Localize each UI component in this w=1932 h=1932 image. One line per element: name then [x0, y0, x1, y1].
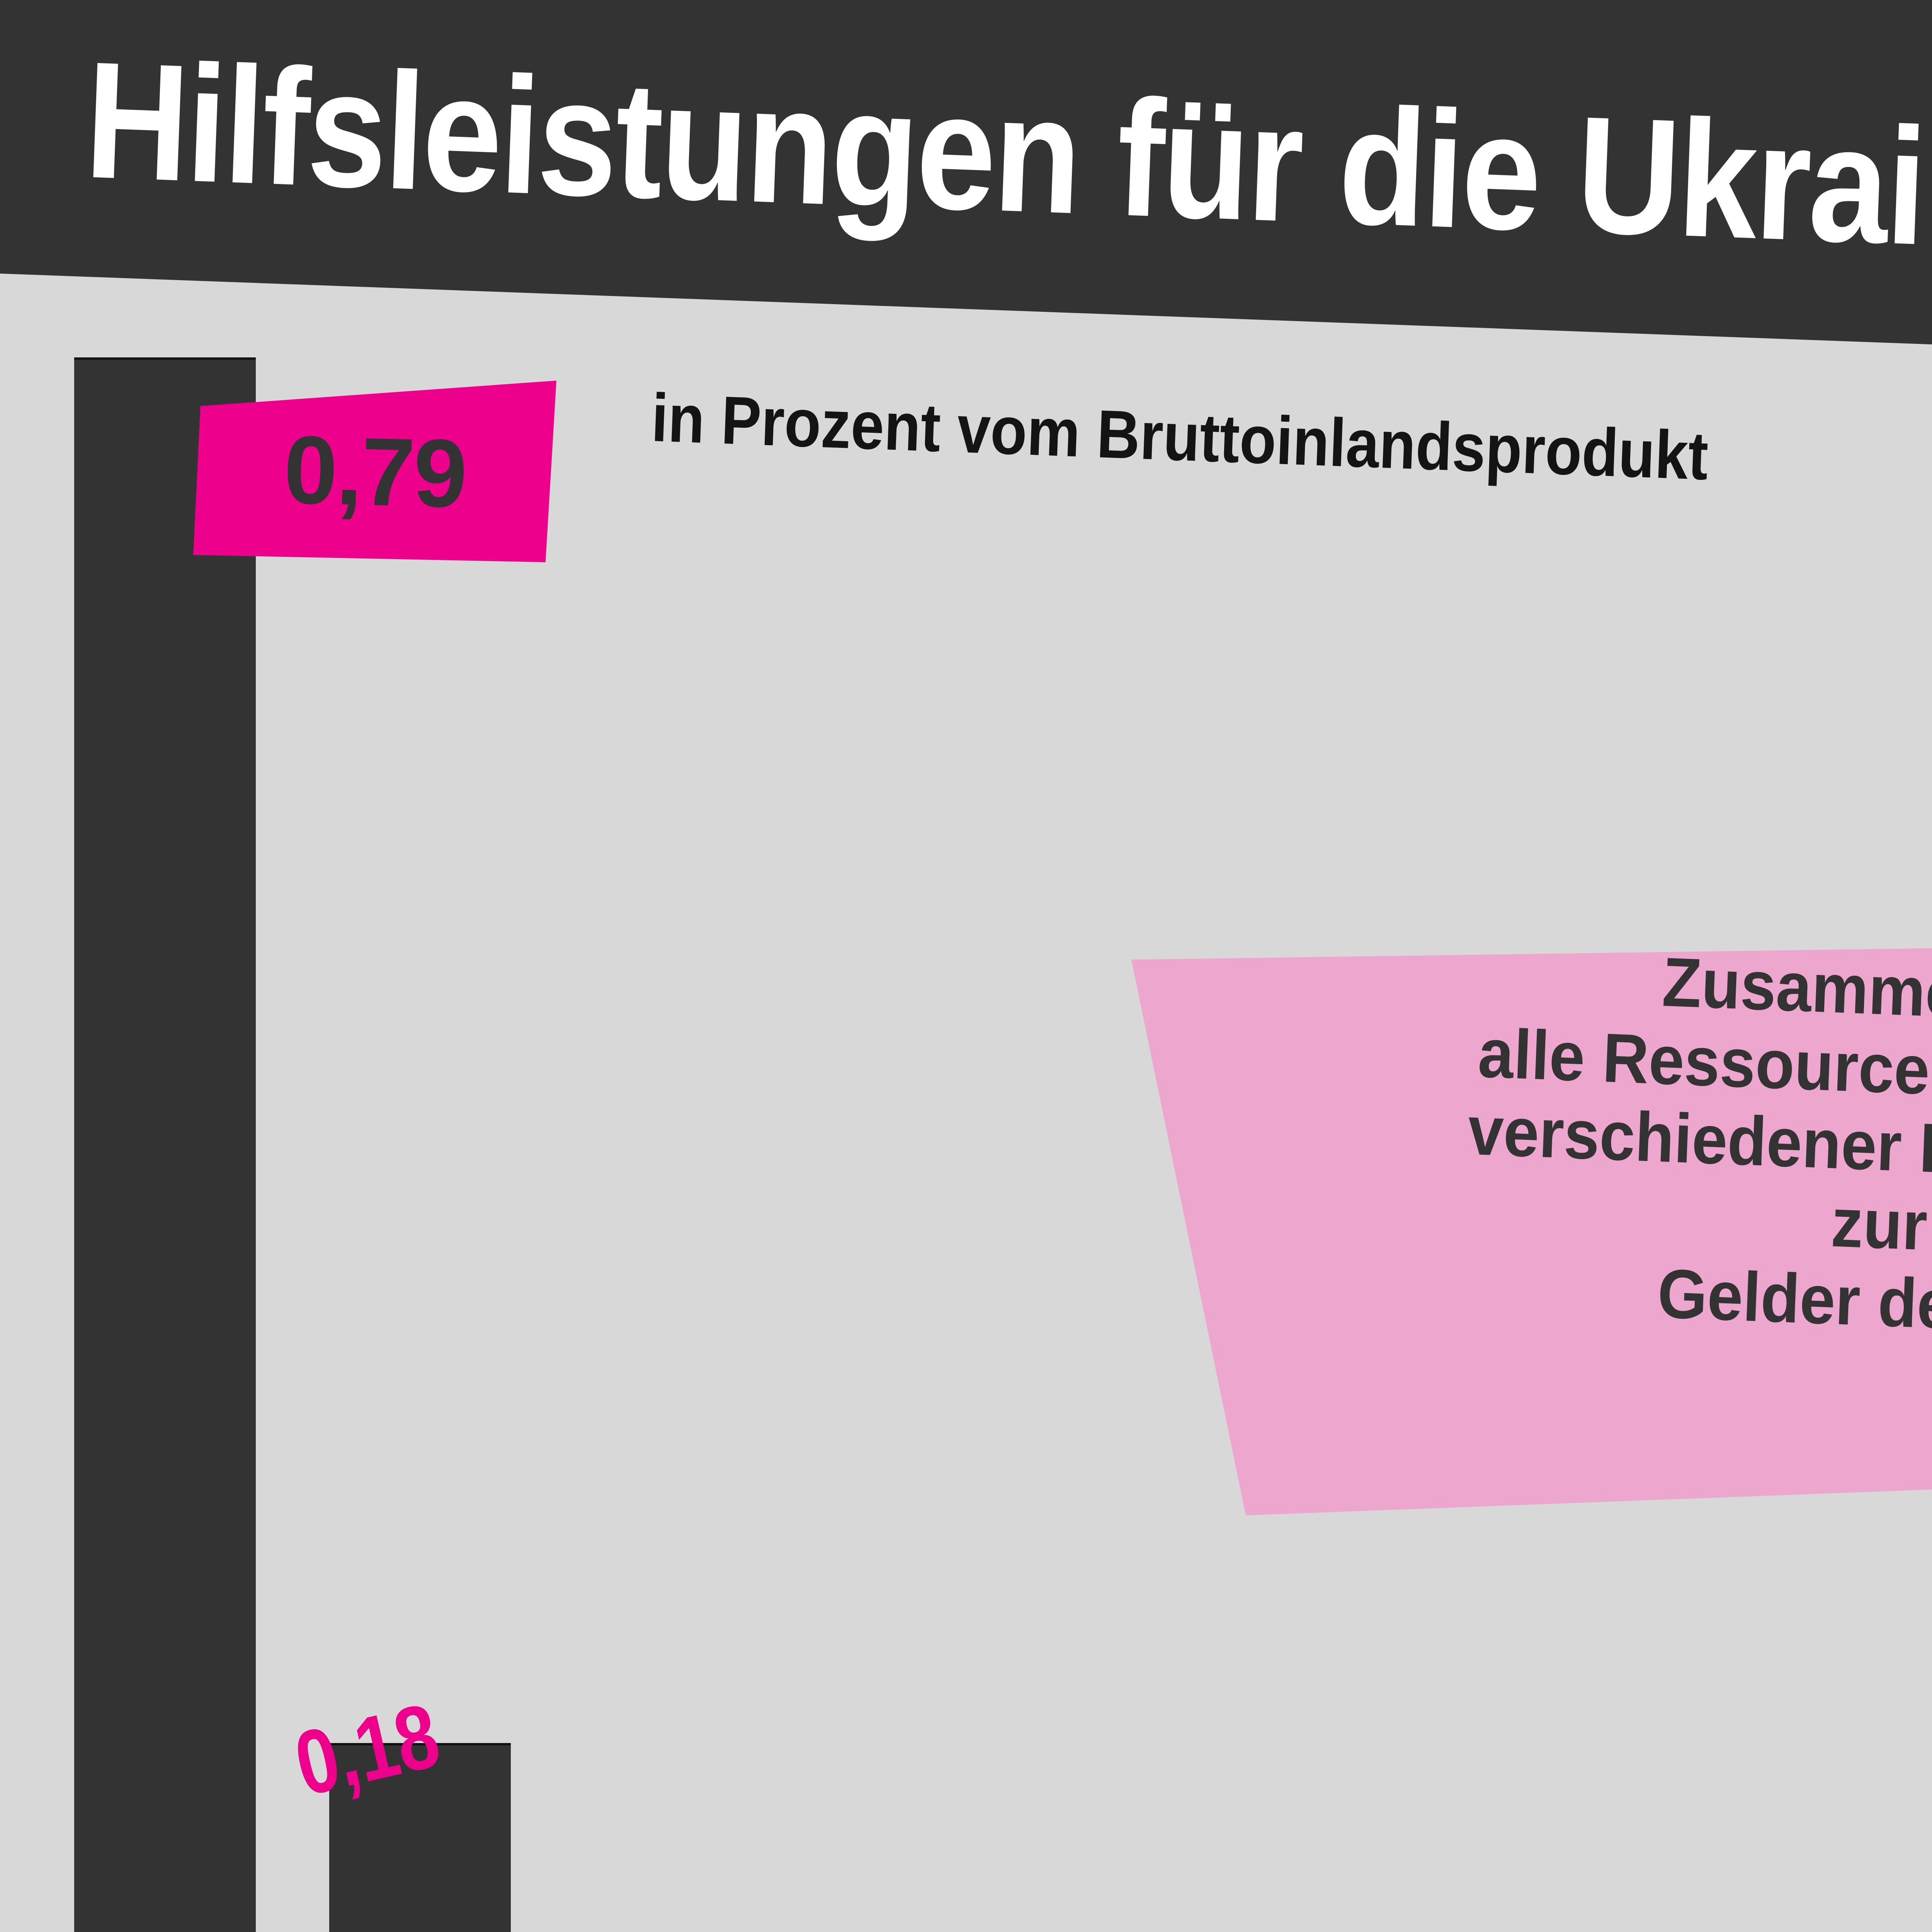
value-label-estland: 0,79: [282, 415, 467, 528]
bar-estland: [74, 357, 256, 1932]
value-tag-estland: 0,79: [193, 381, 556, 562]
bar-polen: [329, 1743, 511, 1932]
annotation-text: Zusammengefasst sind hier alle Ressource…: [1284, 939, 1932, 1443]
annotation-box: Zusammengefasst sind hier alle Ressource…: [1131, 939, 1932, 1515]
